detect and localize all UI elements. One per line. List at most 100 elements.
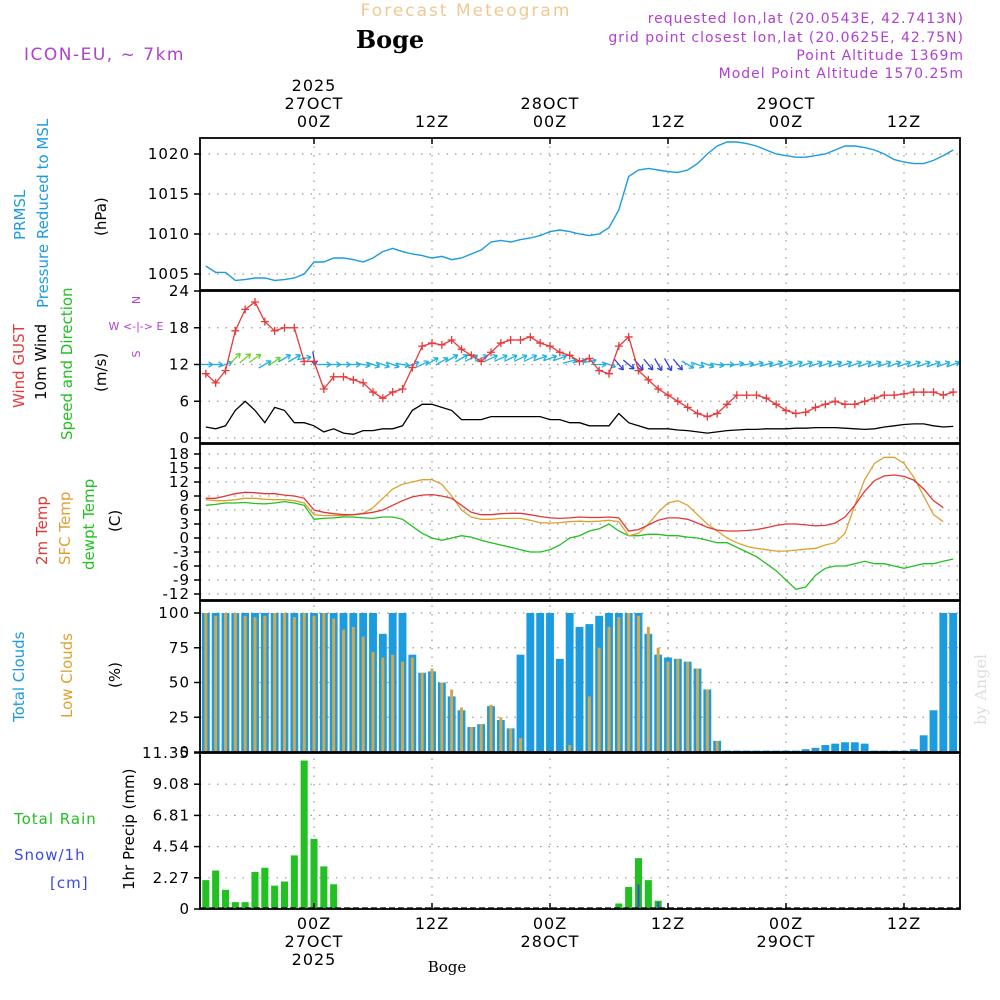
dewpoint-line bbox=[205, 500, 954, 591]
wind-arrow-shaft bbox=[907, 361, 921, 368]
low-cloud-bar bbox=[253, 617, 257, 752]
total-rain-label: Total Rain bbox=[13, 810, 97, 828]
wind-arrow bbox=[828, 360, 843, 368]
low-cloud-bar bbox=[302, 613, 306, 752]
low-cloud-bar bbox=[312, 615, 316, 752]
low-cloud-bar bbox=[243, 615, 247, 752]
wind-arrow-shaft bbox=[643, 358, 654, 371]
wind-arrow-head bbox=[846, 360, 853, 367]
wind-gust-marker bbox=[339, 372, 348, 381]
point-altitude: Point Altitude 1369m bbox=[796, 48, 964, 64]
wind-panel: 0 6 12 18 24 bbox=[169, 282, 961, 447]
y-tick-label: 15 bbox=[169, 459, 190, 477]
low-cloud-bar bbox=[696, 668, 699, 752]
wind-gust-marker bbox=[211, 378, 220, 387]
y-tick-label: 12 bbox=[169, 356, 190, 374]
wind-arrow-head bbox=[836, 360, 843, 367]
y-tick-label: 6 bbox=[179, 501, 190, 519]
low-cloud-bar bbox=[410, 657, 414, 752]
wind-arrow bbox=[798, 360, 813, 368]
y-tick-label: 1020 bbox=[148, 145, 190, 163]
wind-arrow-shaft bbox=[926, 361, 941, 368]
wind-arrow-head bbox=[905, 360, 912, 367]
grid-layer bbox=[200, 138, 960, 909]
wind-arrow-head bbox=[656, 365, 663, 372]
wind-gust-marker bbox=[900, 389, 908, 398]
wind-arrow-head bbox=[866, 360, 872, 367]
wind-arrow-shaft bbox=[229, 352, 241, 364]
top-time-label: 28OCT bbox=[521, 94, 580, 113]
wind-arrow bbox=[278, 354, 292, 363]
y-tick-label: 75 bbox=[169, 639, 190, 657]
total-cloud-bar bbox=[909, 749, 918, 752]
wind-arrow bbox=[818, 360, 833, 368]
low-cloud-bar bbox=[617, 617, 621, 752]
wind-gust-marker bbox=[221, 366, 230, 375]
wind-arrow-head bbox=[255, 353, 262, 360]
wind-arrow-shaft bbox=[356, 362, 371, 367]
wind-arrow-shaft bbox=[385, 361, 400, 368]
wind-arrow bbox=[504, 354, 518, 362]
wind-gust-marker bbox=[605, 369, 613, 378]
y-tick-label: 50 bbox=[169, 674, 190, 692]
wind-arrow-shaft bbox=[268, 356, 281, 366]
rain-bar bbox=[615, 903, 623, 909]
rain-bar bbox=[320, 866, 328, 909]
total-cloud-bar bbox=[860, 743, 869, 752]
total-cloud-bar bbox=[585, 624, 594, 752]
wind-arrow bbox=[248, 353, 262, 363]
wind-arrow bbox=[494, 354, 508, 362]
wind-arrow-head bbox=[306, 354, 312, 362]
y-tick-label: 12 bbox=[169, 473, 190, 491]
wind-gust-marker bbox=[860, 397, 869, 406]
y-tick-label: 2.27 bbox=[153, 869, 190, 887]
wind-arrow-shaft bbox=[710, 362, 725, 367]
wind-arrow-shaft bbox=[484, 354, 498, 362]
top-time-label: 27OCT bbox=[285, 94, 344, 113]
top-time-label: 29OCT bbox=[757, 94, 816, 113]
wind-arrow bbox=[622, 359, 635, 370]
pressure-label-long: Pressure Reduced to MSL bbox=[34, 118, 52, 308]
wind-arrow-shaft bbox=[808, 361, 823, 368]
wind-arrow-shaft bbox=[415, 360, 429, 369]
wind-gust-marker bbox=[231, 326, 240, 335]
wind-arrow-shaft bbox=[690, 361, 705, 368]
snow-bar bbox=[657, 902, 660, 909]
wind-arrow bbox=[926, 360, 941, 368]
precip-unit: 1hr Precip (mm) bbox=[120, 769, 138, 890]
low-cloud-bar bbox=[479, 724, 483, 752]
bottom-time-label: 12Z bbox=[415, 914, 449, 933]
wind-gust-marker bbox=[546, 342, 554, 351]
wind-gust-marker bbox=[398, 385, 407, 393]
wind-axis-labels: Wind GUST 10m Wind Speed and Direction (… bbox=[10, 287, 163, 440]
wind-arrow-shaft bbox=[366, 361, 380, 368]
low-cloud-bar bbox=[233, 613, 237, 752]
top-time-label: 12Z bbox=[415, 112, 449, 131]
y-tick-label: 9 bbox=[179, 487, 190, 505]
low-cloud-bar bbox=[499, 717, 503, 752]
frames-layer bbox=[199, 137, 961, 910]
watermark: by Angel bbox=[971, 654, 990, 725]
y-tick-label: 18 bbox=[169, 445, 190, 463]
wind-arrow-head bbox=[826, 360, 833, 367]
wind-gust-marker bbox=[949, 388, 958, 397]
compass-south: S bbox=[130, 350, 143, 357]
rain-bar bbox=[251, 871, 259, 909]
low-cloud-bar bbox=[371, 651, 375, 752]
wind-arrow bbox=[425, 357, 439, 366]
wind-gust-marker bbox=[487, 348, 495, 357]
wind-arrow-shaft bbox=[779, 361, 793, 368]
wind-arrow bbox=[553, 354, 567, 362]
bottom-time-label: 2025 bbox=[292, 950, 337, 969]
wind-gust-marker bbox=[388, 388, 397, 397]
wind-arrow-shaft bbox=[395, 362, 410, 367]
rain-bar bbox=[330, 884, 338, 909]
wind-arrow-head bbox=[688, 363, 695, 369]
total-cloud-bar bbox=[536, 613, 545, 752]
rain-bar bbox=[310, 838, 318, 909]
rain-bar bbox=[300, 760, 308, 909]
low-cloud-bar bbox=[391, 654, 395, 752]
wind-arrow-shaft bbox=[759, 362, 774, 367]
wind-arrow bbox=[887, 360, 902, 368]
